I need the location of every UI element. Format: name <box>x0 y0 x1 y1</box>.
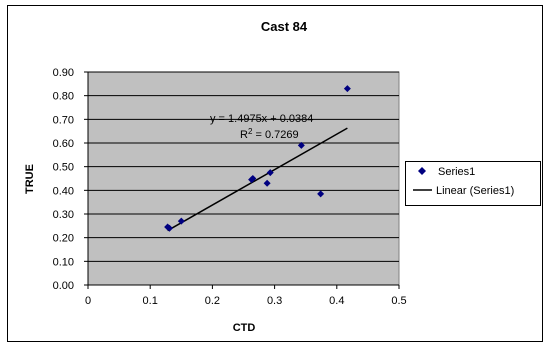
axes <box>87 72 399 286</box>
r-squared-exponent: 2 <box>248 127 253 136</box>
y-tick-label: 0.40 <box>53 185 74 197</box>
x-tick-label: 0.2 <box>205 295 220 307</box>
x-tick-label: 0.3 <box>267 295 282 307</box>
x-tick-label: 0.5 <box>391 295 406 307</box>
y-axis-title: TRUE <box>24 164 36 194</box>
y-tick-label: 0.70 <box>53 114 74 126</box>
r-squared-prefix: R <box>240 129 248 141</box>
r-squared-label: R2 = 0.7269 <box>240 127 299 141</box>
data-point <box>263 179 271 187</box>
data-point <box>317 190 325 198</box>
data-point <box>343 85 351 93</box>
y-tick-label: 0.20 <box>53 233 74 245</box>
gridlines <box>84 71 399 286</box>
x-axis-title: CTD <box>233 322 256 334</box>
trendline <box>167 127 348 232</box>
plot-area <box>87 71 400 286</box>
y-tick-label: 0.10 <box>53 256 74 268</box>
x-tick-labels: 0 0.1 0.2 0.3 0.4 0.5 <box>85 285 407 307</box>
x-tick-label: 0.1 <box>143 295 158 307</box>
y-tick-labels: 0.00 0.10 0.20 0.30 0.40 0.50 0.60 0.70 0.80 0.90 <box>53 67 74 292</box>
x-tick-label: 0 <box>85 295 91 307</box>
data-point <box>266 169 274 177</box>
y-tick-label: 0.80 <box>53 91 74 103</box>
data-point <box>177 217 185 225</box>
data-point <box>165 224 173 232</box>
legend-marker-series1 <box>418 167 426 175</box>
trendline-group <box>167 127 348 232</box>
chart-title: Cast 84 <box>261 19 308 34</box>
x-tick-label: 0.4 <box>329 295 344 307</box>
y-tick-label: 0.60 <box>53 138 74 150</box>
r-squared-value: = 0.7269 <box>252 129 298 141</box>
legend-label-series1: Series1 <box>438 166 475 178</box>
y-tick-label: 0.50 <box>53 162 74 174</box>
data-point <box>249 175 257 182</box>
y-tick-label: 0.00 <box>53 280 74 292</box>
y-tick-label: 0.90 <box>53 67 74 79</box>
legend: Series1 Linear (Series1) <box>405 161 541 206</box>
trendline-equation: y = 1.4975x + 0.0384 <box>210 113 313 125</box>
series1-points <box>164 85 351 232</box>
legend-label-trendline: Linear (Series1) <box>436 185 514 197</box>
data-point <box>297 141 305 149</box>
y-tick-label: 0.30 <box>53 209 74 221</box>
legend-box <box>405 161 541 206</box>
